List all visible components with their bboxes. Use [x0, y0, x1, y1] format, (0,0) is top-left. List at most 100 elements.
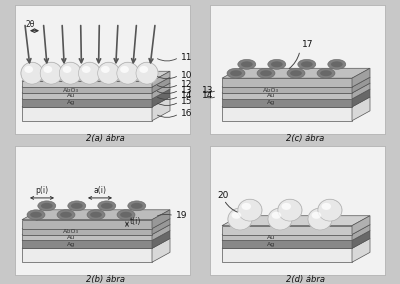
Polygon shape: [152, 239, 170, 262]
Ellipse shape: [232, 212, 241, 219]
Ellipse shape: [328, 59, 346, 69]
Text: a(i): a(i): [94, 186, 106, 195]
Ellipse shape: [101, 203, 113, 209]
Polygon shape: [22, 71, 170, 81]
Ellipse shape: [131, 203, 143, 209]
Ellipse shape: [237, 199, 262, 222]
Polygon shape: [222, 107, 352, 121]
Polygon shape: [352, 239, 370, 262]
Polygon shape: [22, 225, 170, 235]
Text: 2θ: 2θ: [25, 20, 34, 29]
Polygon shape: [22, 77, 170, 87]
Ellipse shape: [136, 62, 158, 84]
Bar: [15, 147, 190, 275]
Polygon shape: [222, 89, 370, 99]
Ellipse shape: [27, 210, 45, 220]
Polygon shape: [222, 231, 370, 241]
Ellipse shape: [139, 66, 148, 73]
Polygon shape: [22, 87, 152, 93]
Ellipse shape: [308, 208, 332, 230]
Text: 14: 14: [181, 91, 192, 101]
Polygon shape: [222, 93, 352, 99]
Ellipse shape: [257, 68, 275, 78]
Polygon shape: [352, 77, 370, 93]
Ellipse shape: [40, 62, 62, 84]
Polygon shape: [352, 225, 370, 241]
Ellipse shape: [260, 70, 272, 76]
Ellipse shape: [90, 212, 102, 218]
Bar: [210, 5, 385, 133]
Polygon shape: [222, 239, 370, 248]
Polygon shape: [22, 93, 152, 99]
Polygon shape: [222, 77, 370, 87]
Text: Ag: Ag: [67, 242, 76, 247]
Ellipse shape: [278, 199, 302, 221]
Text: Au: Au: [267, 93, 276, 99]
Ellipse shape: [78, 62, 100, 84]
Ellipse shape: [331, 61, 343, 67]
Text: 2(a) ábra: 2(a) ábra: [86, 134, 124, 143]
Polygon shape: [222, 225, 370, 235]
Polygon shape: [22, 107, 152, 121]
Polygon shape: [152, 77, 170, 93]
Polygon shape: [152, 71, 170, 87]
Polygon shape: [22, 219, 170, 229]
Polygon shape: [352, 83, 370, 99]
Polygon shape: [222, 225, 352, 235]
Text: p(i): p(i): [36, 186, 48, 195]
Ellipse shape: [317, 68, 335, 78]
Polygon shape: [222, 248, 352, 262]
Polygon shape: [22, 210, 170, 220]
Ellipse shape: [136, 62, 158, 85]
Text: 2(c) ábra: 2(c) ábra: [286, 134, 324, 143]
Polygon shape: [152, 219, 170, 235]
Ellipse shape: [44, 66, 52, 73]
Text: Au: Au: [67, 235, 76, 240]
Ellipse shape: [287, 68, 305, 78]
Ellipse shape: [227, 208, 253, 231]
Text: 17: 17: [302, 39, 314, 49]
Text: 11: 11: [181, 53, 192, 62]
Polygon shape: [222, 68, 370, 78]
Polygon shape: [352, 97, 370, 121]
Ellipse shape: [322, 203, 331, 210]
Ellipse shape: [282, 203, 291, 210]
Ellipse shape: [20, 62, 44, 85]
Ellipse shape: [317, 199, 342, 222]
Ellipse shape: [38, 201, 56, 211]
Ellipse shape: [120, 66, 129, 73]
Text: 14: 14: [202, 91, 213, 101]
Polygon shape: [222, 216, 370, 225]
Text: 13: 13: [202, 85, 214, 95]
Polygon shape: [152, 83, 170, 99]
Text: 20: 20: [217, 191, 228, 200]
Polygon shape: [22, 220, 152, 229]
Polygon shape: [222, 97, 370, 107]
Ellipse shape: [98, 62, 120, 84]
Polygon shape: [22, 248, 152, 262]
Ellipse shape: [268, 59, 286, 69]
Ellipse shape: [21, 62, 43, 84]
Ellipse shape: [230, 70, 242, 76]
Ellipse shape: [59, 62, 82, 85]
Polygon shape: [22, 235, 152, 241]
Text: 13: 13: [181, 85, 192, 95]
Text: Al₂O₃: Al₂O₃: [263, 87, 279, 93]
Text: Al₂O₃: Al₂O₃: [64, 229, 79, 234]
Polygon shape: [22, 239, 170, 248]
Text: Ag: Ag: [67, 101, 76, 105]
Polygon shape: [22, 83, 170, 93]
Ellipse shape: [318, 199, 342, 221]
Polygon shape: [22, 81, 152, 87]
Text: 2(d) ábra: 2(d) ábra: [286, 275, 324, 283]
Text: Au: Au: [267, 235, 276, 240]
Text: Ag: Ag: [267, 101, 276, 105]
Text: 12: 12: [181, 80, 192, 89]
Polygon shape: [152, 231, 170, 248]
Ellipse shape: [87, 210, 105, 220]
Ellipse shape: [60, 212, 72, 218]
Bar: [15, 5, 190, 133]
Ellipse shape: [307, 208, 333, 231]
Ellipse shape: [227, 68, 245, 78]
Ellipse shape: [116, 62, 139, 85]
